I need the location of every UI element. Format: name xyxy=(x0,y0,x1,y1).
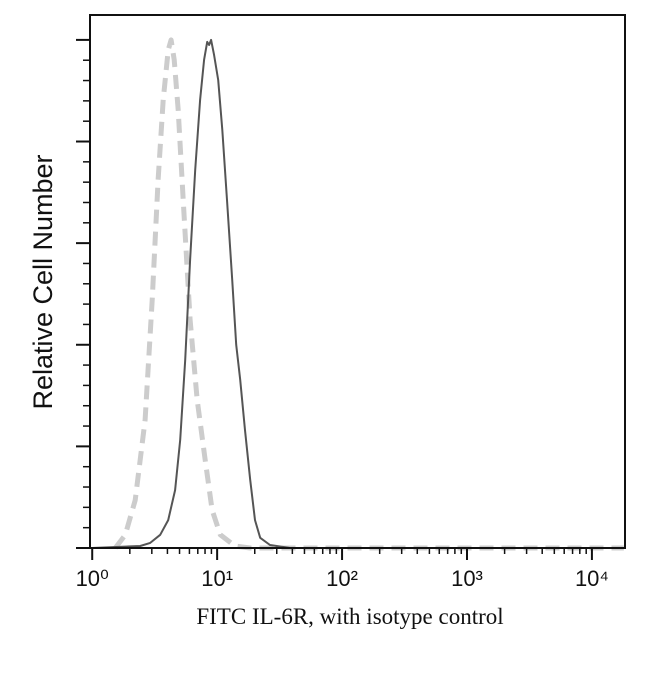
x-tick-label: 10⁴ xyxy=(575,566,609,591)
series-line xyxy=(92,38,624,549)
x-tick-label: 10³ xyxy=(451,566,483,591)
x-axis-label: FITC IL-6R, with isotype control xyxy=(196,604,503,629)
series-line xyxy=(113,37,624,551)
y-axis-label: Relative Cell Number xyxy=(28,154,58,409)
plot-frame xyxy=(89,14,626,549)
x-tick-label: 10⁰ xyxy=(76,566,109,591)
x-tick-label: 10² xyxy=(326,566,358,591)
x-tick-label: 10¹ xyxy=(201,566,233,591)
